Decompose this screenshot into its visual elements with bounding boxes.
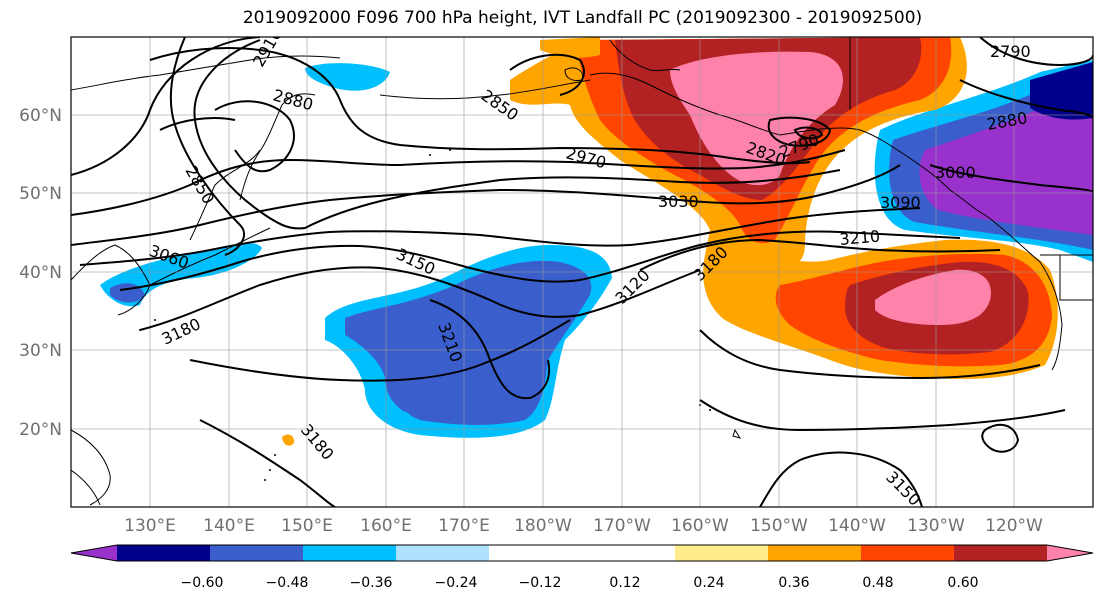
colorbar-cell: [768, 545, 862, 561]
colorbar-tick-label: 0.36: [778, 575, 809, 591]
colorbar-cell: [117, 545, 211, 561]
colorbar-cell: [861, 545, 955, 561]
lon-label: 130°W: [907, 516, 965, 536]
colorbar-outline: [70, 544, 1094, 562]
colorbar-extend-low: [71, 545, 117, 561]
lon-label: 140°E: [203, 516, 255, 536]
negative-anomaly-east: [874, 60, 1093, 262]
contour-label: 3090: [880, 193, 921, 212]
colorbar-cell: [303, 545, 397, 561]
lon-label: 130°E: [124, 516, 176, 536]
colorbar-tick-label: 0.24: [693, 575, 724, 591]
contour-label: 3210: [839, 227, 881, 249]
positive-anomaly-north: [510, 37, 967, 270]
colorbar-cell: [954, 545, 1048, 561]
colorbar-tick-label: −0.36: [350, 575, 393, 591]
lat-label: 30°N: [19, 341, 62, 361]
colorbar-cell: [582, 545, 676, 561]
map-frame: [70, 36, 1094, 508]
negative-anomaly-siberia: [305, 63, 390, 91]
height-contours: [71, 37, 1093, 507]
lon-label: 170°E: [438, 516, 490, 536]
lon-label: 180°W: [514, 516, 572, 536]
lon-label: 140°W: [828, 516, 886, 536]
lon-label: 160°E: [360, 516, 412, 536]
lat-label: 60°N: [19, 106, 62, 126]
colorbar-tick-label: −0.48: [266, 575, 309, 591]
lon-labels: 130°E 140°E 150°E 160°E 170°E 180°W 170°…: [124, 516, 1043, 536]
colorbar-cell: [489, 545, 583, 561]
lon-label: 150°W: [750, 516, 808, 536]
colorbar-tick-label: 0.60: [947, 575, 978, 591]
lat-label: 50°N: [19, 184, 62, 204]
lat-label: 40°N: [19, 263, 62, 283]
lat-labels: 60°N 50°N 40°N 30°N 20°N: [19, 106, 62, 440]
contour-label: 3030: [658, 192, 699, 211]
negative-anomaly-central: [325, 245, 612, 438]
colorbar-tick-label: 0.12: [609, 575, 640, 591]
colorbar-cell: [396, 545, 490, 561]
lon-label: 170°W: [593, 516, 651, 536]
colorbar: −0.60 −0.48 −0.36 −0.24 −0.12 0.12 0.24 …: [70, 544, 1094, 591]
positive-anomaly-south: [282, 230, 1058, 446]
coastlines: [71, 37, 1093, 506]
map-panel: 2910 2880 2850 2820 2790 2790 2880 2970 …: [71, 37, 1093, 507]
colorbar-tick-label: 0.48: [862, 575, 893, 591]
map-title: 2019092000 F096 700 hPa height, IVT Land…: [242, 8, 923, 28]
colorbar-tick-label: −0.12: [519, 575, 562, 591]
lon-label: 160°W: [671, 516, 729, 536]
contour-label: 3000: [935, 163, 976, 182]
colorbar-extend-high: [1047, 545, 1093, 561]
lat-label: 20°N: [19, 420, 62, 440]
colorbar-cell: [210, 545, 304, 561]
contour-label: 2790: [990, 42, 1031, 61]
lon-label: 120°W: [985, 516, 1043, 536]
lon-label: 150°E: [281, 516, 333, 536]
colorbar-tick-label: −0.24: [435, 575, 478, 591]
colorbar-cell: [675, 545, 769, 561]
colorbar-tick-label: −0.60: [181, 575, 224, 591]
